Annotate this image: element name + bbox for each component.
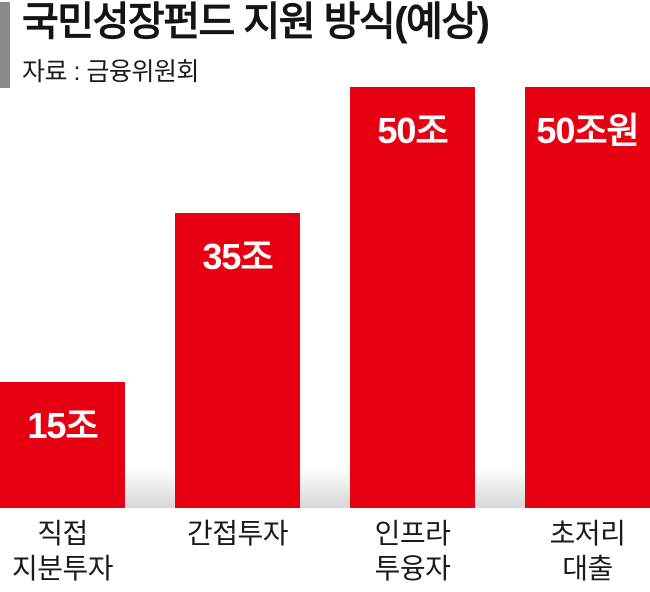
source-label: 자료 : 금융위원회 xyxy=(22,58,199,86)
bar-value-label: 35조 xyxy=(202,236,273,277)
bar-value-label: 50조 xyxy=(377,110,448,151)
category-label-간접투자: 간접투자 xyxy=(150,516,325,551)
category-label-직접 지분투자: 직접지분투자 xyxy=(0,516,150,586)
bar-value-label: 15조 xyxy=(27,405,98,446)
category-label-line: 투융자 xyxy=(374,553,451,584)
bar-인프라 투융자: 50조 xyxy=(350,87,475,508)
header: 국민성장펀드 지원 방식(예상) 자료 : 금융위원회 xyxy=(0,0,650,96)
category-label-line: 간접투자 xyxy=(186,518,289,549)
bar-value-label: 50조원 xyxy=(536,110,639,151)
category-label-초저리 대출: 초저리대출 xyxy=(500,516,650,586)
bar-초저리 대출: 50조원 xyxy=(525,87,650,508)
category-label-line: 지분투자 xyxy=(11,553,114,584)
category-labels: 직접 지분투자 간접투자 인프라 투융자 초저리 대출 xyxy=(0,516,650,592)
category-label-line: 초저리 xyxy=(549,518,626,549)
category-label-인프라 투융자: 인프라투융자 xyxy=(325,516,500,586)
title-accent-bar xyxy=(0,2,10,88)
bars-container: 15조 35조 50조 50조원 xyxy=(0,87,650,508)
chart-title: 국민성장펀드 지원 방식(예상) xyxy=(22,0,490,44)
bar-간접투자: 35조 xyxy=(175,213,300,508)
bar-직접 지분투자: 15조 xyxy=(0,382,125,508)
category-label-line: 직접 xyxy=(37,518,88,549)
category-label-line: 대출 xyxy=(562,553,613,584)
category-label-line: 인프라 xyxy=(374,518,451,549)
